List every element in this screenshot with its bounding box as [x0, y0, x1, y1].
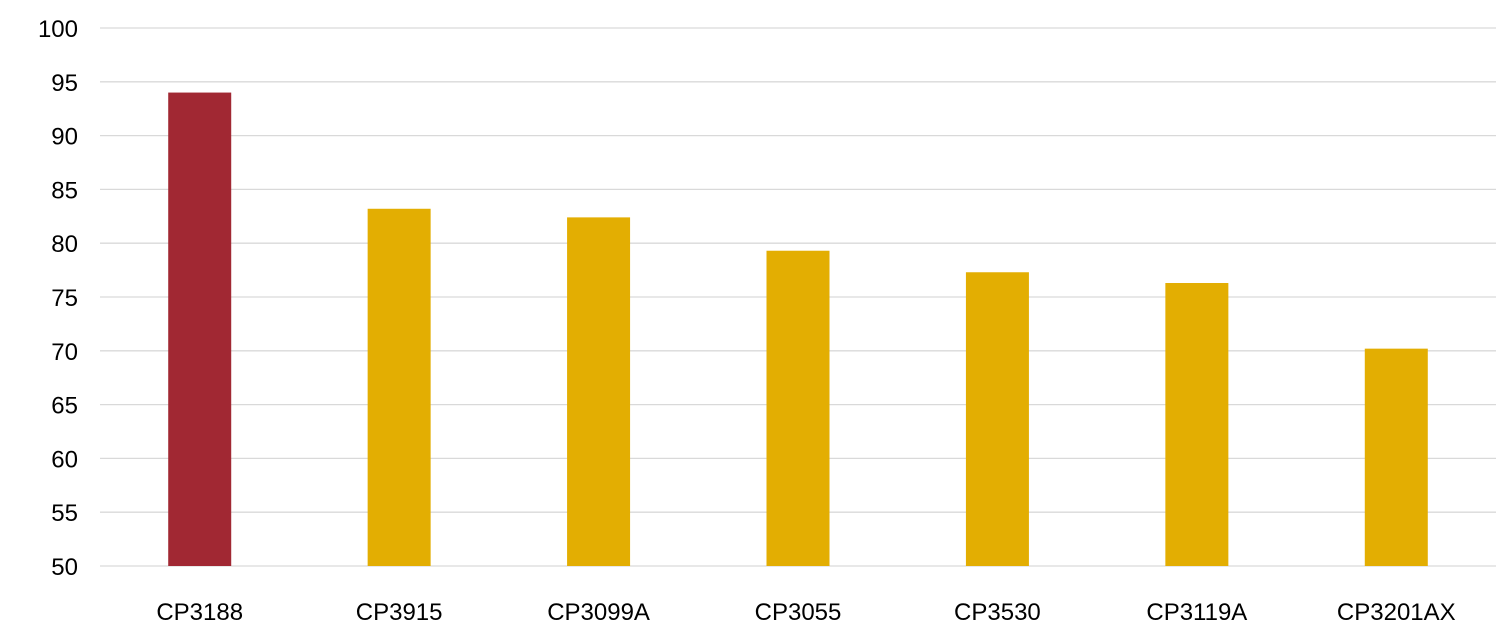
category-label: CP3055 — [755, 599, 842, 626]
x-axis-categories: CP3188 CP3915 CP3099A CP3055 CP3530 CP3119A CP… — [156, 599, 1455, 626]
category-label: CP3119A — [1146, 599, 1247, 626]
category-label: CP3530 — [954, 599, 1041, 626]
y-tick-label: 100 — [38, 16, 78, 43]
bar-cp3119a — [1165, 283, 1229, 566]
y-tick-label: 55 — [51, 500, 78, 527]
y-tick-label: 65 — [51, 393, 78, 420]
bar-cp3530 — [965, 272, 1029, 566]
bars — [168, 92, 1428, 566]
y-tick-label: 70 — [51, 339, 78, 366]
bar-cp3188 — [168, 92, 232, 566]
bar-cp3055 — [766, 250, 830, 566]
category-label: CP3188 — [156, 599, 243, 626]
category-label: CP3201AX — [1337, 599, 1456, 626]
y-tick-label: 85 — [51, 177, 78, 204]
bar-cp3915 — [367, 208, 431, 566]
bar-cp3099a — [567, 217, 631, 566]
y-tick-label: 95 — [51, 70, 78, 97]
y-tick-label: 90 — [51, 124, 78, 151]
y-tick-label: 80 — [51, 231, 78, 258]
category-label: CP3915 — [356, 599, 443, 626]
y-tick-label: 75 — [51, 285, 78, 312]
bar-cp3201ax — [1364, 348, 1428, 566]
y-tick-label: 50 — [51, 554, 78, 581]
y-axis-ticks: 50 55 60 65 70 75 80 85 90 95 100 — [38, 16, 78, 581]
y-tick-label: 60 — [51, 446, 78, 473]
category-label: CP3099A — [547, 599, 650, 626]
